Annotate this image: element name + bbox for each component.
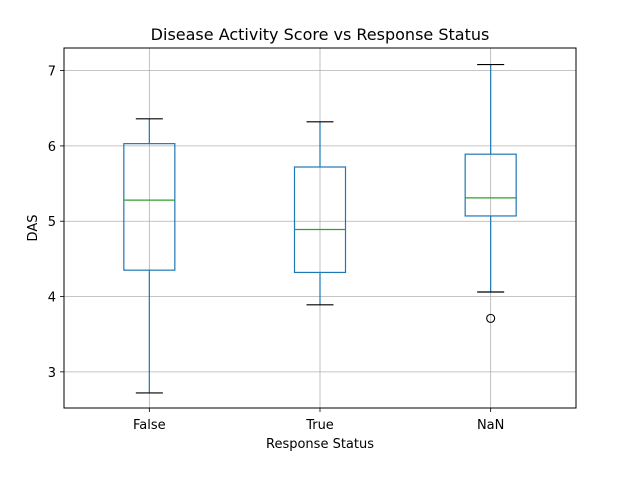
y-tick-label: 7 [48, 65, 56, 80]
x-tick-label: False [133, 418, 166, 433]
box-false [123, 118, 176, 394]
grid-lines [64, 48, 576, 408]
box-nan [464, 63, 517, 323]
y-tick-label: 5 [48, 215, 56, 230]
y-tick-label: 4 [48, 291, 56, 306]
outlier-point [486, 313, 496, 323]
x-axis-ticks: False True NaN [133, 408, 504, 433]
box-iqr [464, 153, 517, 217]
x-tick-label: True [305, 418, 334, 433]
boxes-layer [123, 63, 517, 394]
x-axis-title: Response Status [266, 437, 374, 452]
box-true [293, 121, 347, 306]
box-iqr [123, 143, 176, 271]
y-axis-ticks: 3 4 5 6 7 [48, 65, 64, 381]
y-tick-label: 6 [48, 140, 56, 155]
x-tick-label: NaN [477, 418, 504, 433]
y-tick-label: 3 [48, 366, 56, 381]
box-iqr [293, 166, 347, 274]
y-axis-title: DAS [26, 215, 41, 242]
chart-title: Disease Activity Score vs Response Statu… [151, 25, 490, 44]
